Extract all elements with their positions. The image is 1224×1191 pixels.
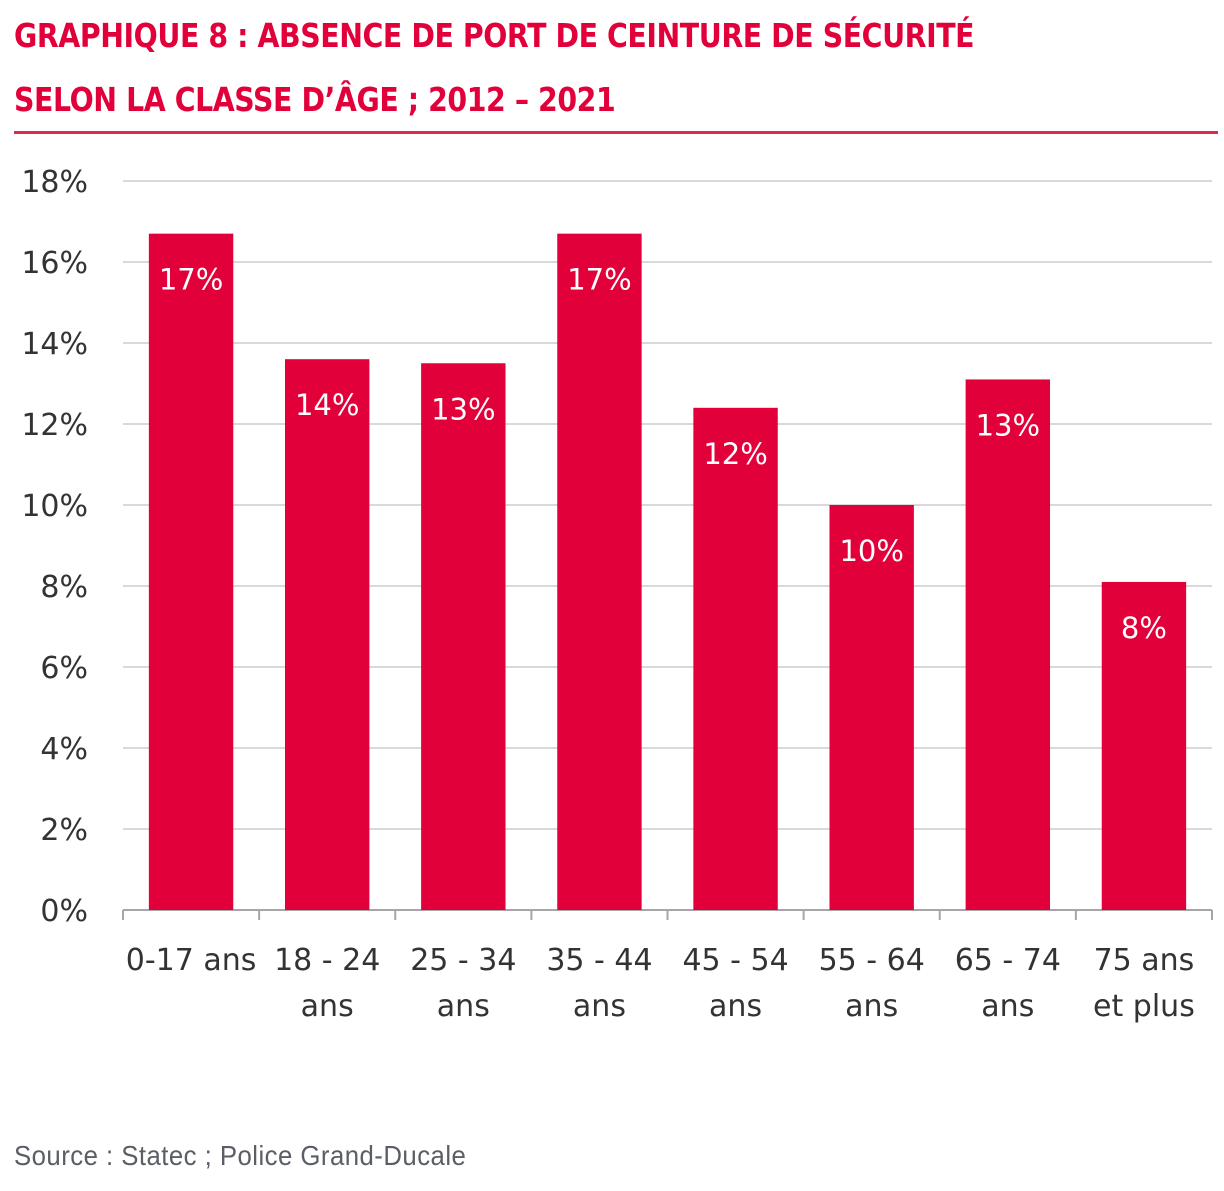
y-tick-label: 16% — [21, 246, 88, 281]
data-label: 14% — [295, 388, 359, 422]
y-tick-label: 0% — [40, 894, 88, 929]
x-tick-label: ans — [845, 989, 898, 1024]
title-divider — [14, 131, 1218, 134]
bar — [284, 359, 370, 910]
x-tick-label: ans — [709, 989, 762, 1024]
data-label: 13% — [976, 408, 1040, 442]
bar — [829, 505, 914, 910]
bar — [965, 379, 1051, 910]
bar — [421, 363, 506, 910]
x-tick-label: ans — [301, 989, 354, 1024]
data-label: 12% — [703, 437, 767, 471]
chart-title-line-1: GRAPHIQUE 8 : ABSENCE DE PORT DE CEINTUR… — [14, 16, 975, 55]
x-tick-label: ans — [437, 989, 490, 1024]
y-tick-label: 10% — [21, 489, 88, 524]
source-note: Source : Statec ; Police Grand-Ducale — [14, 1140, 467, 1171]
y-tick-label: 14% — [21, 327, 88, 362]
chart-title-line-2: SELON LA CLASSE D’ÂGE ; 2012 – 2021 — [14, 80, 616, 119]
x-tick-label: et plus — [1093, 989, 1195, 1024]
data-label: 10% — [839, 534, 903, 568]
data-label: 17% — [567, 263, 631, 297]
bar-chart: 0% 2% 4% 6% 8% 10% 12% 14% 16% 18% 17% 0-17 ans 14% 1… — [21, 165, 1213, 1024]
data-label: 17% — [159, 263, 223, 297]
y-tick-label: 6% — [40, 651, 88, 686]
y-tick-label: 12% — [21, 408, 88, 443]
bar — [557, 233, 642, 910]
x-tick-label: ans — [981, 989, 1034, 1024]
x-tick-label: 45 - 54 — [682, 943, 788, 978]
x-tick-label: 75 ans — [1094, 943, 1195, 978]
chart-title: GRAPHIQUE 8 : ABSENCE DE PORT DE CEINTUR… — [14, 4, 975, 132]
x-tick-label: 35 - 44 — [546, 943, 652, 978]
x-tick-label: 18 - 24 — [274, 943, 380, 978]
x-tick-label: 55 - 64 — [819, 943, 925, 978]
bar — [1101, 581, 1187, 910]
x-tick-label: 25 - 34 — [410, 943, 516, 978]
bar — [148, 233, 234, 910]
x-tick-label: 65 - 74 — [955, 943, 1061, 978]
y-tick-label: 2% — [40, 813, 88, 848]
data-label: 13% — [431, 392, 495, 426]
x-tick-label: ans — [573, 989, 626, 1024]
y-tick-label: 4% — [40, 732, 88, 767]
y-tick-label: 18% — [21, 165, 88, 200]
data-label: 8% — [1121, 611, 1167, 645]
y-tick-label: 8% — [40, 570, 88, 605]
bar — [693, 407, 778, 910]
x-tick-label: 0-17 ans — [126, 943, 257, 978]
